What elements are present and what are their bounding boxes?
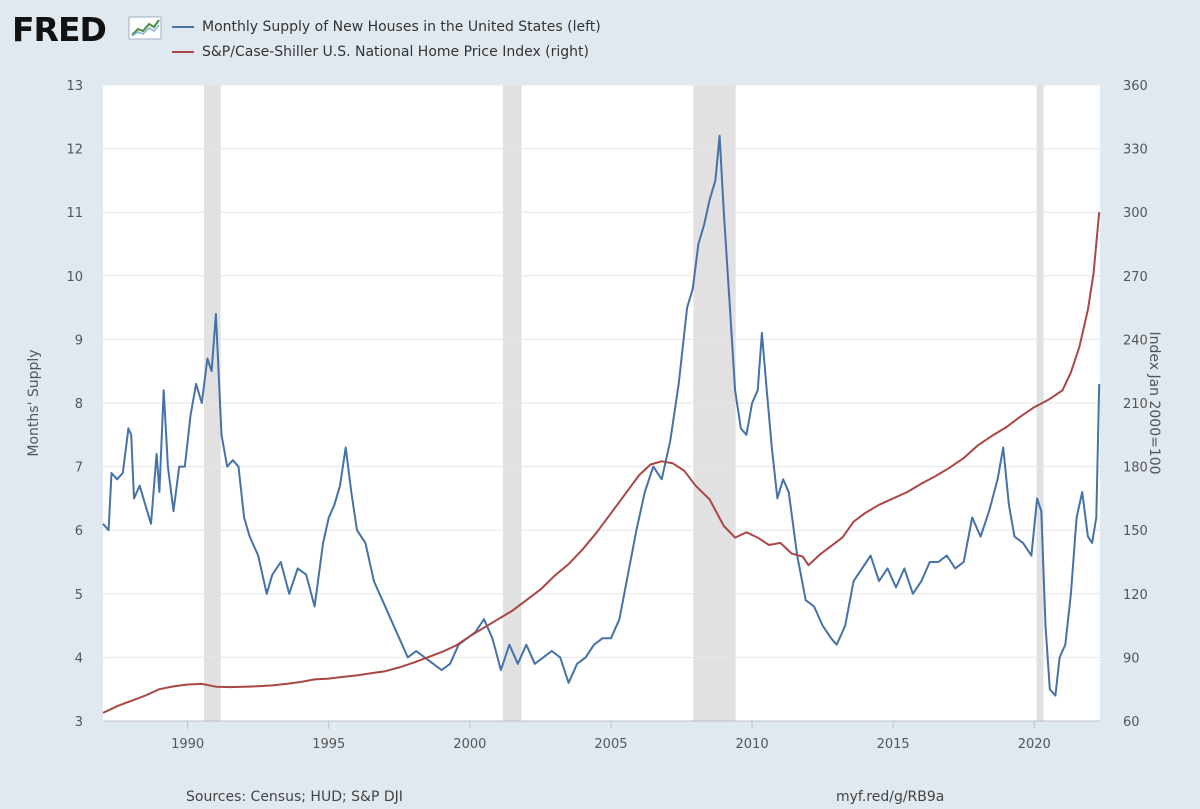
left-tick-label: 9 (75, 333, 83, 348)
right-tick-label: 60 (1123, 715, 1140, 730)
right-tick-label: 180 (1123, 461, 1148, 476)
legend-item-price-index[interactable]: S&P/Case-Shiller U.S. National Home Pric… (172, 41, 589, 63)
legend-label-supply: Monthly Supply of New Houses in the Unit… (202, 19, 601, 35)
left-tick-label: 7 (75, 461, 83, 476)
right-tick-label: 270 (1123, 270, 1148, 285)
right-tick-label: 240 (1123, 333, 1148, 348)
left-axis-title: Months' Supply (26, 349, 42, 456)
chart-canvas: 3 4 5 6 7 8 9 10 11 12 13 60 90 120 150 180 210 240 270 30… (26, 79, 1162, 752)
x-tick-label: 2010 (736, 737, 769, 752)
chart-header: FRED Monthly Supply of New Houses in the… (0, 0, 1200, 78)
legend-swatch-price-index (172, 51, 194, 53)
series-line-supply[interactable] (102, 134, 1101, 697)
left-tick-label: 11 (66, 206, 83, 221)
x-tick-label: 1995 (312, 737, 345, 752)
left-tick-label: 12 (66, 143, 83, 158)
x-tick-label: 2005 (594, 737, 627, 752)
fred-logo[interactable]: FRED (12, 10, 107, 49)
right-tick-label: 330 (1123, 143, 1148, 158)
series-lines (102, 134, 1101, 714)
right-tick-label: 90 (1123, 651, 1140, 666)
legend-item-supply[interactable]: Monthly Supply of New Houses in the Unit… (172, 16, 601, 38)
left-tick-label: 3 (75, 715, 83, 730)
x-tick-label: 2015 (877, 737, 910, 752)
left-tick-label: 10 (66, 270, 83, 285)
fred-logo-chart-icon (128, 16, 162, 40)
series-line-price-index[interactable] (102, 212, 1101, 714)
chart-sources: Sources: Census; HUD; S&P DJI (186, 789, 403, 805)
legend-label-price-index: S&P/Case-Shiller U.S. National Home Pric… (202, 44, 590, 60)
x-tick-label: 1990 (171, 737, 204, 752)
left-tick-label: 5 (75, 588, 83, 603)
x-axis: 1990 1995 2000 2005 2010 2015 2020 (103, 720, 1100, 752)
right-tick-label: 150 (1123, 524, 1148, 539)
right-tick-label: 360 (1123, 79, 1148, 94)
chart-short-url[interactable]: myf.red/g/RB9a (836, 789, 945, 805)
left-axis: 3 4 5 6 7 8 9 10 11 12 13 (66, 79, 83, 730)
left-tick-label: 4 (75, 651, 83, 666)
right-axis-title: Index Jan 2000=100 (1146, 331, 1162, 474)
left-tick-label: 8 (75, 397, 83, 412)
right-tick-label: 210 (1123, 397, 1148, 412)
left-tick-label: 6 (75, 524, 83, 539)
right-axis: 60 90 120 150 180 210 240 270 300 330 360 (1123, 79, 1148, 730)
x-tick-label: 2000 (453, 737, 486, 752)
right-tick-label: 120 (1123, 588, 1148, 603)
x-tick-label: 2020 (1018, 737, 1051, 752)
right-tick-label: 300 (1123, 206, 1148, 221)
left-tick-label: 13 (66, 79, 83, 94)
legend-swatch-supply (172, 26, 194, 28)
